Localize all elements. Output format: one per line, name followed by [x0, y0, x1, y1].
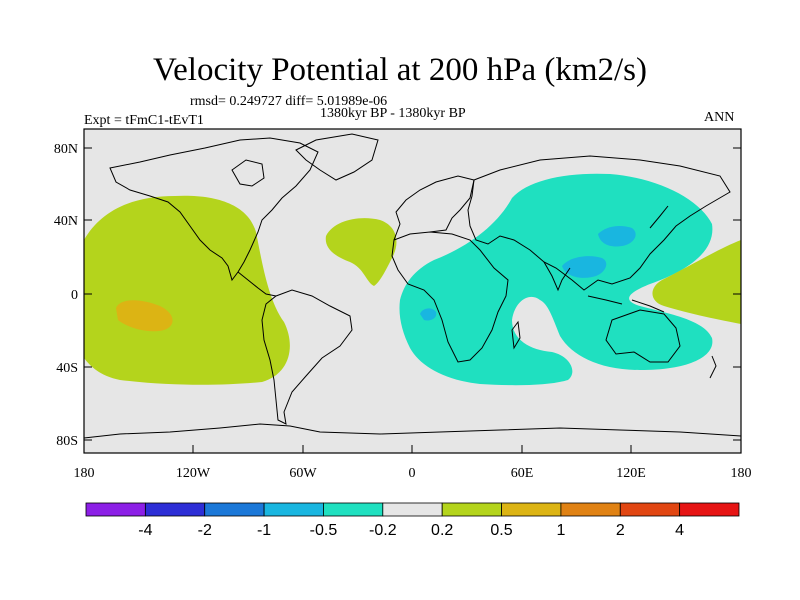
colorbar-label: -0.5	[310, 522, 338, 539]
lon-label-120e: 120E	[616, 466, 646, 481]
coastlines	[84, 133, 741, 439]
stats-label: rmsd= 0.249727 diff= 5.01989e-06	[190, 94, 388, 109]
colorbar-swatch	[204, 502, 265, 517]
positive-anomaly-pacific-core	[116, 300, 173, 332]
lon-label-60w: 60W	[289, 466, 317, 481]
period-label: 1380kyr BP - 1380kyr BP	[320, 106, 466, 121]
lon-label-60e: 60E	[511, 466, 534, 481]
coast-india	[543, 261, 571, 292]
colorbar-swatch	[501, 502, 562, 517]
colorbar-swatch	[441, 502, 502, 517]
negative-anomaly-china-core	[598, 226, 636, 247]
coast-madagascar	[511, 320, 521, 350]
colorbar-swatch	[323, 502, 384, 517]
colorbar-label: -1	[257, 522, 271, 539]
coast-new-zealand	[709, 355, 717, 379]
coast-hudson-bay	[231, 159, 265, 187]
chart-title: Velocity Potential at 200 hPa (km2/s)	[152, 52, 648, 88]
colorbar-swatch	[679, 502, 740, 517]
lat-label-0: 0	[71, 288, 78, 303]
coast-asia	[467, 155, 731, 291]
coast-indonesia	[587, 295, 665, 313]
lat-label-40s: 40S	[56, 361, 78, 376]
colorbar-label: -4	[138, 522, 152, 539]
contour-fields	[84, 173, 741, 386]
colorbar-label: -2	[198, 522, 212, 539]
season-label: ANN	[704, 110, 735, 125]
lon-tick-marks	[83, 445, 742, 453]
coast-central-america	[237, 271, 277, 297]
colorbar-label: 1	[556, 522, 565, 539]
colorbar-swatch	[560, 502, 621, 517]
coast-south-america	[261, 289, 353, 425]
negative-anomaly-eurasia	[399, 173, 713, 386]
negative-anomaly-atlantic-core	[420, 308, 437, 321]
lon-label-180w: 180	[74, 466, 95, 481]
colorbar-swatch	[619, 502, 681, 517]
positive-anomaly-westpacific	[652, 240, 741, 324]
colorbar-swatch	[382, 502, 443, 517]
positive-anomaly-atlantic	[325, 218, 397, 286]
coast-greenland	[295, 133, 379, 181]
colorbar-label: -0.2	[369, 522, 397, 539]
colorbar-label: 0.2	[431, 522, 453, 539]
coast-north-america	[109, 137, 319, 282]
colorbar: -4 -2 -1 -0.5 -0.2 0.2 0.5 1 2 4	[85, 502, 740, 539]
colorbar-swatch	[263, 502, 324, 517]
positive-anomaly-pacific	[84, 195, 290, 385]
lat-label-40n: 40N	[54, 214, 78, 229]
coast-europe	[393, 175, 475, 241]
experiment-label: Expt = tFmC1-tEvT1	[84, 113, 204, 128]
colorbar-label: 2	[616, 522, 625, 539]
lon-label-180e: 180	[731, 466, 752, 481]
negative-anomaly-asia-core	[562, 256, 607, 278]
lon-label-120w: 120W	[176, 466, 211, 481]
coast-antarctica	[84, 423, 741, 439]
colorbar-swatch	[144, 502, 206, 517]
lon-label-0: 0	[409, 466, 416, 481]
coast-australia	[605, 309, 681, 363]
coast-japan	[649, 205, 669, 229]
lat-tick-marks	[84, 147, 741, 441]
colorbar-label: 0.5	[490, 522, 512, 539]
colorbar-label: 4	[675, 522, 684, 539]
coast-africa	[391, 231, 509, 363]
lat-label-80s: 80S	[56, 434, 78, 449]
lat-label-80n: 80N	[54, 142, 78, 157]
colorbar-swatch	[85, 502, 146, 517]
